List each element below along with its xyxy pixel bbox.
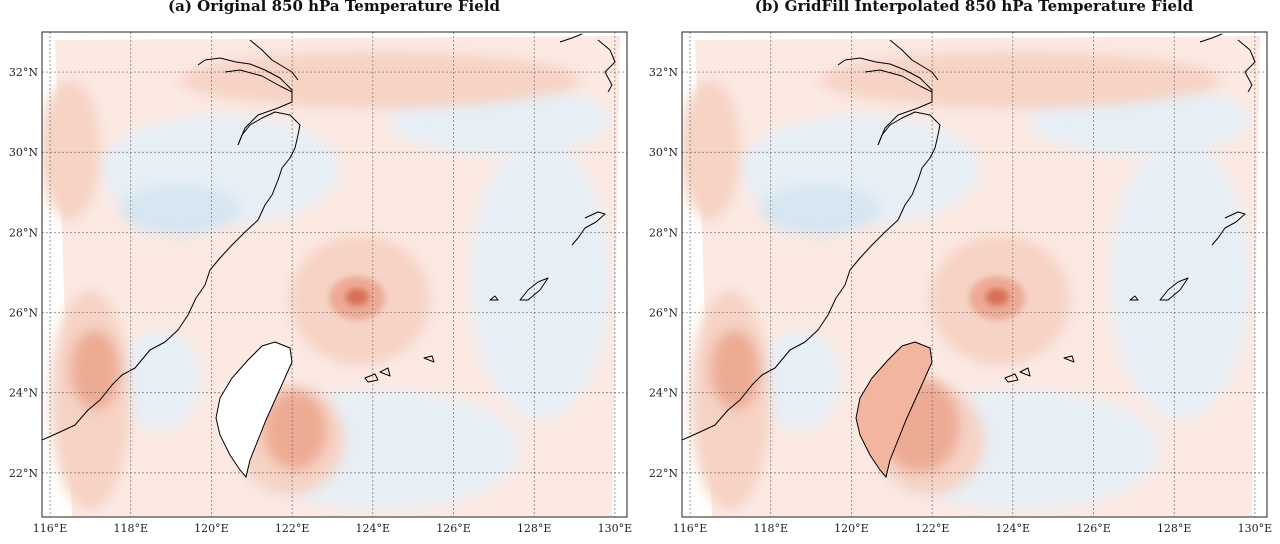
longitude-tick-label: 128°E (517, 522, 552, 535)
longitude-labels: 116°E 118°E 120°E 122°E 124°E 126°E 128°E 130°E (673, 522, 1272, 535)
longitude-tick-label: 118°E (113, 522, 148, 535)
coastline (682, 33, 1256, 479)
panel-b: (b) GridFill Interpolated 850 hPa Temper… (649, 0, 1272, 535)
coastline (42, 33, 616, 441)
taiwan-island (855, 341, 933, 479)
graticule (42, 32, 627, 517)
panel-title: (a) Original 850 hPa Temperature Field (168, 0, 500, 15)
longitude-tick-label: 126°E (436, 522, 471, 535)
typhoon-warm-core (329, 276, 385, 320)
longitude-tick-label: 116°E (33, 522, 68, 535)
latitude-tick-label: 28°N (649, 226, 678, 239)
longitude-tick-label: 124°E (996, 522, 1031, 535)
latitude-tick-label: 30°N (649, 146, 678, 159)
panel-title: (b) GridFill Interpolated 850 hPa Temper… (755, 0, 1194, 15)
map-frame (41, 31, 628, 518)
latitude-tick-label: 32°N (9, 66, 38, 79)
latitude-tick-label: 24°N (649, 387, 678, 400)
longitude-tick-label: 130°E (598, 522, 633, 535)
longitude-labels: 116°E 118°E 120°E 122°E 124°E 126°E 128°E 130°E (33, 522, 632, 535)
latitude-tick-label: 24°N (9, 387, 38, 400)
longitude-tick-label: 118°E (753, 522, 788, 535)
panel-a: (a) Original 850 hPa Temperature Field (9, 0, 632, 535)
latitude-labels: 22°N 24°N 26°N 28°N 30°N 32°N (9, 66, 38, 480)
longitude-tick-label: 120°E (194, 522, 229, 535)
cool-anomaly (100, 85, 610, 510)
latitude-tick-label: 32°N (649, 66, 678, 79)
longitude-tick-label: 116°E (673, 522, 708, 535)
map-frame (681, 31, 1268, 518)
longitude-tick-label: 130°E (1238, 522, 1273, 535)
graticule (682, 32, 1267, 517)
warm-anomaly (42, 52, 580, 510)
latitude-tick-label: 26°N (9, 307, 38, 320)
latitude-tick-label: 22°N (9, 467, 38, 480)
longitude-tick-label: 122°E (275, 522, 310, 535)
temperature-field (682, 36, 1260, 517)
longitude-tick-label: 128°E (1157, 522, 1192, 535)
longitude-tick-label: 122°E (915, 522, 950, 535)
longitude-tick-label: 120°E (834, 522, 869, 535)
longitude-tick-label: 124°E (356, 522, 391, 535)
latitude-tick-label: 26°N (649, 307, 678, 320)
warm-anomaly (682, 52, 1220, 510)
latitude-labels: 22°N 24°N 26°N 28°N 30°N 32°N (649, 66, 678, 480)
latitude-tick-label: 30°N (9, 146, 38, 159)
temperature-field (42, 36, 620, 517)
typhoon-warm-core (969, 276, 1025, 320)
latitude-tick-label: 22°N (649, 467, 678, 480)
latitude-tick-label: 28°N (9, 226, 38, 239)
longitude-tick-label: 126°E (1076, 522, 1111, 535)
taiwan-island (215, 341, 293, 479)
